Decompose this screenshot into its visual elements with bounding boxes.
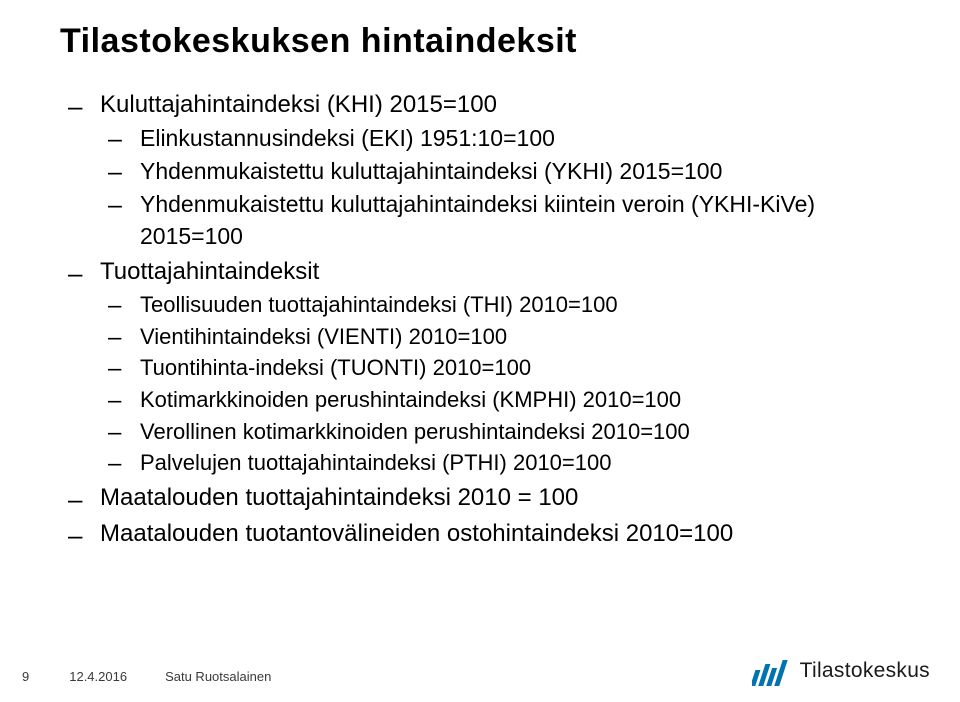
slide-footer: 9 12.4.2016 Satu Ruotsalainen — [22, 669, 271, 684]
footer-author: Satu Ruotsalainen — [165, 669, 271, 684]
brand-logo: Tilastokeskus — [752, 656, 930, 686]
page-number: 9 — [22, 669, 29, 684]
bullet-sublist: Elinkustannusindeksi (EKI) 1951:10=100 Y… — [100, 123, 900, 251]
bullet-text: Yhdenmukaistettu kuluttajahintaindeksi k… — [140, 191, 815, 248]
bullet-l3: Palvelujen tuottajahintaindeksi (PTHI) 2… — [100, 448, 900, 478]
bullet-l3: Vientihintaindeksi (VIENTI) 2010=100 — [100, 322, 900, 352]
bullet-text: Teollisuuden tuottajahintaindeksi (THI) … — [140, 292, 618, 317]
bullet-sublist: Teollisuuden tuottajahintaindeksi (THI) … — [100, 290, 900, 478]
bullet-l1: Maatalouden tuotantovälineiden ostohinta… — [60, 518, 900, 550]
bullet-l2: Elinkustannusindeksi (EKI) 1951:10=100 — [100, 123, 900, 154]
bullet-l1: Maatalouden tuottajahintaindeksi 2010 = … — [60, 482, 900, 514]
bullet-l1: Tuottajahintaindeksit Teollisuuden tuott… — [60, 256, 900, 479]
bullet-text: Tuottajahintaindeksit — [100, 258, 319, 285]
bullet-text: Verollinen kotimarkkinoiden perushintain… — [140, 419, 690, 444]
bullet-text: Maatalouden tuottajahintaindeksi 2010 = … — [100, 484, 578, 511]
logo-bars-icon — [752, 656, 790, 686]
bullet-list: Kuluttajahintaindeksi (KHI) 2015=100 Eli… — [60, 89, 900, 551]
slide-content: Tilastokeskuksen hintaindeksit Kuluttaja… — [0, 0, 960, 551]
bullet-text: Vientihintaindeksi (VIENTI) 2010=100 — [140, 324, 507, 349]
bullet-text: Elinkustannusindeksi (EKI) 1951:10=100 — [140, 125, 555, 151]
bullet-l2: Yhdenmukaistettu kuluttajahintaindeksi k… — [100, 189, 900, 251]
bullet-l3: Teollisuuden tuottajahintaindeksi (THI) … — [100, 290, 900, 320]
bullet-l1: Kuluttajahintaindeksi (KHI) 2015=100 Eli… — [60, 89, 900, 252]
bullet-text: Tuontihinta-indeksi (TUONTI) 2010=100 — [140, 355, 531, 380]
bullet-l3: Kotimarkkinoiden perushintaindeksi (KMPH… — [100, 385, 900, 415]
bullet-l2: Yhdenmukaistettu kuluttajahintaindeksi (… — [100, 156, 900, 187]
bullet-text: Yhdenmukaistettu kuluttajahintaindeksi (… — [140, 158, 722, 184]
bullet-text: Kotimarkkinoiden perushintaindeksi (KMPH… — [140, 387, 681, 412]
bullet-l3: Verollinen kotimarkkinoiden perushintain… — [100, 417, 900, 447]
slide-title: Tilastokeskuksen hintaindeksit — [60, 22, 900, 61]
bullet-text: Maatalouden tuotantovälineiden ostohinta… — [100, 520, 733, 547]
bullet-l3: Tuontihinta-indeksi (TUONTI) 2010=100 — [100, 353, 900, 383]
bullet-text: Kuluttajahintaindeksi (KHI) 2015=100 — [100, 91, 497, 118]
footer-date: 12.4.2016 — [69, 669, 127, 684]
logo-text: Tilastokeskus — [800, 659, 930, 683]
bullet-text: Palvelujen tuottajahintaindeksi (PTHI) 2… — [140, 450, 611, 475]
